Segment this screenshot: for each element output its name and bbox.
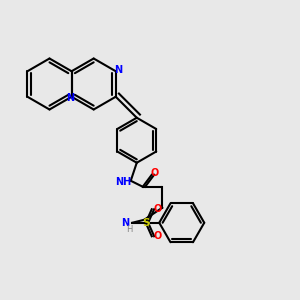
- Text: O: O: [151, 168, 159, 178]
- Text: S: S: [142, 218, 149, 228]
- Text: NH: NH: [115, 177, 131, 187]
- Text: O: O: [153, 204, 161, 214]
- Text: H: H: [126, 225, 132, 234]
- Text: O: O: [153, 231, 161, 241]
- Text: N: N: [121, 218, 129, 228]
- Text: N: N: [114, 65, 122, 75]
- Text: N: N: [66, 93, 74, 103]
